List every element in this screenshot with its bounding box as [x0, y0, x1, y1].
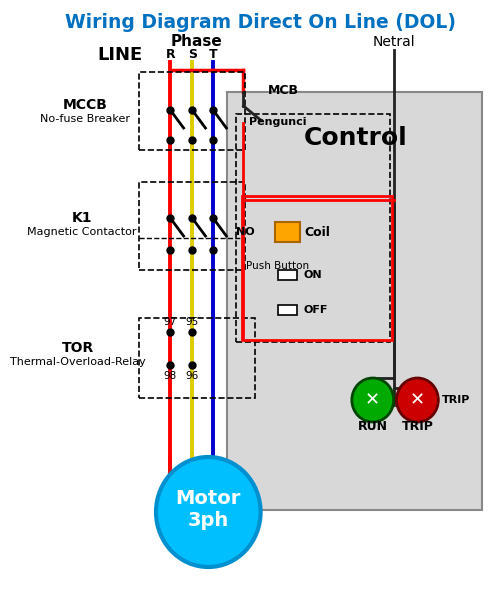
Text: No-fuse Breaker: No-fuse Breaker: [40, 114, 130, 124]
Bar: [242, 196, 392, 340]
Text: TRIP: TRIP: [442, 395, 470, 405]
Text: MCCB: MCCB: [62, 98, 107, 112]
Text: RUN: RUN: [358, 421, 388, 433]
Text: NO: NO: [236, 227, 255, 237]
Text: TOR: TOR: [62, 341, 94, 355]
Text: Wiring Diagram Direct On Line (DOL): Wiring Diagram Direct On Line (DOL): [65, 13, 456, 31]
Text: Coil: Coil: [304, 226, 330, 238]
Bar: [278, 305, 296, 315]
Text: ✕: ✕: [365, 391, 380, 409]
Circle shape: [396, 378, 438, 422]
Bar: [139, 182, 246, 270]
Text: Netral: Netral: [372, 35, 415, 49]
Text: TRIP: TRIP: [402, 421, 434, 433]
Text: T: T: [208, 47, 218, 61]
Text: MCB: MCB: [268, 83, 299, 97]
Bar: [278, 270, 296, 280]
Bar: [236, 114, 390, 342]
Text: 96: 96: [186, 371, 199, 381]
Text: Control: Control: [304, 126, 408, 150]
Text: ✕: ✕: [410, 391, 425, 409]
Text: OFF: OFF: [304, 305, 328, 315]
FancyBboxPatch shape: [275, 222, 299, 242]
Text: 98: 98: [164, 371, 177, 381]
Text: LINE: LINE: [98, 46, 142, 64]
Text: Pengunci: Pengunci: [249, 117, 306, 127]
Bar: [139, 318, 255, 398]
Bar: [139, 72, 246, 150]
Text: K1: K1: [72, 211, 92, 225]
Text: Motor
3ph: Motor 3ph: [176, 490, 241, 530]
Bar: [228, 92, 482, 510]
Text: 97: 97: [164, 317, 177, 327]
Circle shape: [156, 457, 260, 567]
Text: R: R: [166, 47, 175, 61]
Text: Push Button: Push Button: [246, 261, 310, 271]
Text: 95: 95: [186, 317, 199, 327]
Text: Phase: Phase: [171, 34, 223, 49]
Text: S: S: [188, 47, 196, 61]
Text: Magnetic Contactor: Magnetic Contactor: [27, 227, 136, 237]
Text: ON: ON: [304, 270, 322, 280]
Circle shape: [352, 378, 394, 422]
Text: Thermal-Overload-Relay: Thermal-Overload-Relay: [10, 357, 146, 367]
